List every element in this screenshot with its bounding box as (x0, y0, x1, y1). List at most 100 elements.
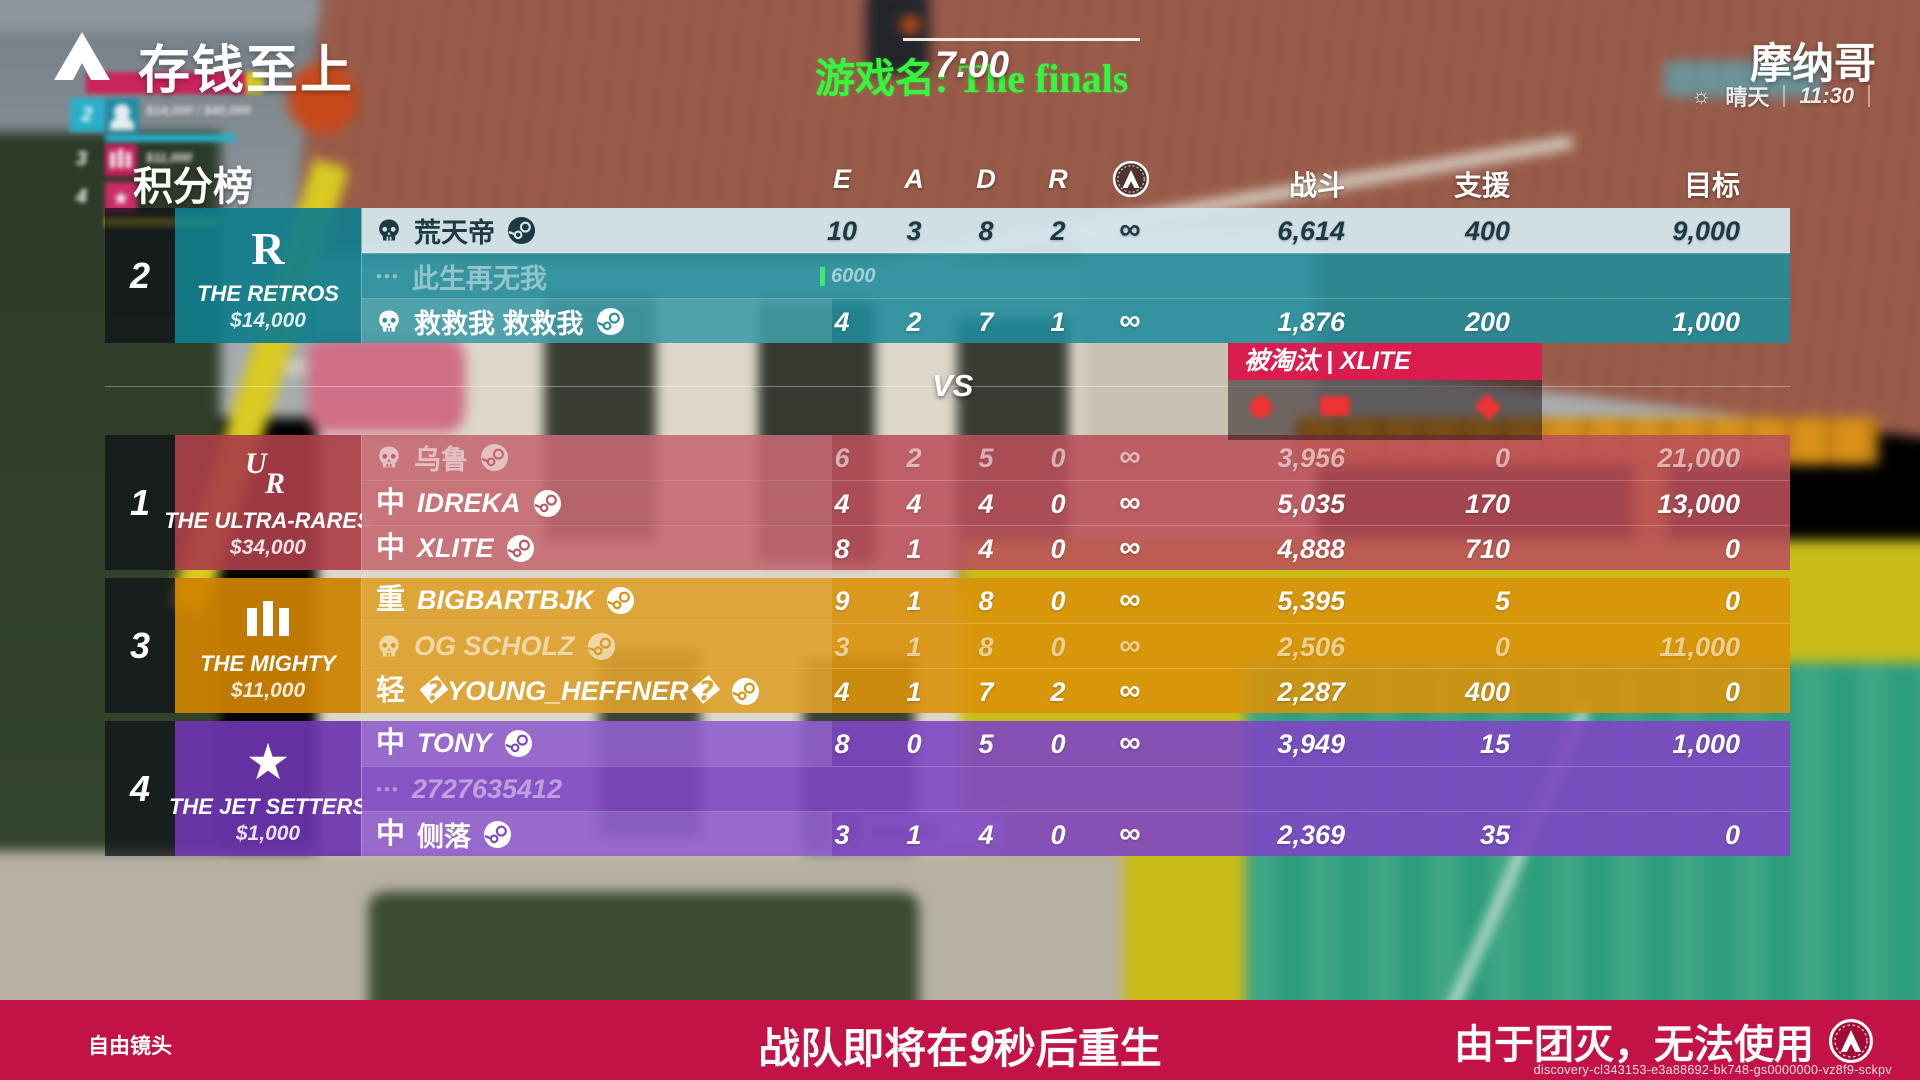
elimination-banner: 被淘汰 | XLITE (1228, 343, 1542, 380)
team-name: THE JET SETTERS (168, 793, 368, 819)
player-row: 重 BIGBARTBJK 9 1 8 0 ∞ 5,395 5 0 (362, 578, 1790, 623)
stat-eliminations: 8 (834, 729, 850, 759)
stat-combat-score: 5,035 (1277, 489, 1345, 519)
team-info: R THE RETROS $14,000 (175, 208, 362, 343)
build-id: discovery-cl343153-e3a88692-bk748-gs0000… (1533, 1063, 1892, 1077)
team-rank: 4 (129, 767, 151, 809)
name-band (362, 812, 832, 856)
steam-icon (587, 632, 615, 661)
stat-combat-score: 2,506 (1277, 632, 1345, 662)
header-deaths: D (976, 164, 996, 194)
player-row: ••• 此生再无我 6000 (362, 253, 1790, 298)
header-support-score: 支援 (1453, 170, 1510, 201)
player-row: 荒天帝 10 3 8 2 ∞ 6,614 400 9,000 (362, 208, 1790, 253)
stat-respawns: ∞ (1119, 817, 1141, 850)
mini-rank: 4 (76, 186, 88, 208)
dropped-cash: 6000 (820, 265, 876, 288)
team-wiped-notice: 由于团灭，无法使用 (1454, 1012, 1874, 1070)
stat-revives: 0 (1050, 632, 1066, 662)
team-rank-strip: 2 (105, 208, 175, 343)
player-row: 救救我 救救我 4 2 7 1 ∞ 1,876 200 1,000 (362, 298, 1790, 343)
team-info: ★ THE JET SETTERS $1,000 (169, 721, 367, 856)
steam-icon (731, 677, 759, 706)
team-rank-strip: 4 (105, 721, 175, 856)
stat-revives: 0 (1050, 489, 1066, 519)
stat-support-score: 400 (1464, 677, 1510, 707)
stat-eliminations: 4 (834, 489, 850, 519)
player-name: 此生再无我 (411, 264, 547, 294)
stat-objective-score: 21,000 (1657, 443, 1740, 473)
stat-assists: 1 (906, 586, 922, 616)
medium-class-icon: 中 (376, 818, 406, 850)
team-rank-strip: 1 (105, 435, 175, 570)
stat-revives: 0 (1050, 586, 1066, 616)
stream-overlay-text: 游戏名: The finals (815, 56, 1129, 101)
stat-support-score: 400 (1464, 216, 1510, 246)
character (866, 0, 930, 75)
steam-icon (504, 729, 532, 758)
team-cash: $14,000 (230, 308, 306, 332)
player-name: 2727635412 (411, 774, 563, 804)
stat-support-score: 170 (1464, 489, 1510, 519)
stat-deaths: 5 (978, 729, 994, 759)
stat-deaths: 4 (978, 534, 994, 564)
camera-mode-label: 自由镜头 (88, 1035, 172, 1058)
stat-respawns: ∞ (1119, 486, 1141, 519)
player-name: XLITE (417, 533, 494, 563)
embark-logo-icon (54, 32, 110, 80)
orange-object (286, 62, 359, 135)
killfeed-remnant (1663, 60, 1822, 98)
stat-assists: 1 (906, 820, 922, 850)
stat-respawns: ∞ (1119, 213, 1141, 246)
stat-eliminations: 8 (834, 534, 850, 564)
stat-objective-score: 9,000 (1672, 216, 1740, 246)
pink-structure (307, 336, 466, 433)
medium-class-icon: 中 (376, 727, 406, 759)
team-block: 1 U R THE ULTRA-RARES $34,000 乌鲁 6 2 5 0 ∞ 3,956 0 21… (105, 435, 1790, 570)
match-timer: 7:00 (935, 44, 1010, 85)
team-retros-logo: R (251, 223, 285, 274)
stat-combat-score: 6,614 (1277, 216, 1345, 246)
game-mode-title: 存钱至上 (138, 42, 355, 100)
player-row: ••• 2727635412 (362, 766, 1790, 811)
stat-revives: 0 (1050, 534, 1066, 564)
header-eliminations: E (832, 164, 851, 194)
stat-combat-score: 2,369 (1277, 820, 1345, 850)
player-name: BIGBARTBJK (417, 585, 594, 615)
skull-icon (1250, 396, 1272, 418)
stat-revives: 1 (1050, 307, 1066, 337)
disconnected-icon: ••• (376, 779, 400, 799)
stat-revives: 0 (1050, 443, 1066, 473)
stat-deaths: 8 (978, 632, 994, 662)
stat-respawns: ∞ (1119, 629, 1141, 662)
team-mighty-logo (247, 600, 289, 636)
team-cash: $11,000 (230, 678, 306, 702)
player-row: 中 TONY 8 0 5 0 ∞ 3,949 15 1,000 (362, 721, 1790, 766)
respawn-suffix: 秒后重生 (993, 1025, 1162, 1072)
timer-underline (903, 38, 1140, 41)
mini-rank1-bar-tip (246, 72, 263, 94)
name-band (362, 481, 832, 525)
header-combat-score: 战斗 (1288, 170, 1345, 201)
skull-icon (379, 310, 399, 331)
stat-eliminations: 6 (834, 443, 850, 473)
divider (1868, 85, 1870, 107)
stat-objective-score: 0 (1724, 820, 1740, 850)
stat-eliminations: 3 (834, 820, 850, 850)
stat-revives: 0 (1050, 729, 1066, 759)
stat-combat-score: 5,395 (1277, 586, 1345, 616)
player-row: 乌鲁 6 2 5 0 ∞ 3,956 0 21,000 (362, 435, 1790, 480)
mini-rank: 2 (70, 98, 104, 132)
stat-objective-score: 1,000 (1672, 729, 1740, 759)
person-icon (110, 104, 134, 130)
stat-respawns: ∞ (1119, 674, 1141, 707)
stat-assists: 2 (906, 443, 922, 473)
respawn-prefix: 战队即将在 (758, 1025, 969, 1072)
player-row: 中侧落 3 1 4 0 ∞ 2,369 35 0 (362, 811, 1790, 856)
weather-bar: ☼ 晴天 11:30 (1691, 80, 1870, 112)
name-band (362, 526, 832, 570)
mini-progress-bar (105, 134, 235, 142)
player-name: TONY (417, 728, 492, 758)
player-name: 救救我 救救我 (414, 309, 584, 339)
